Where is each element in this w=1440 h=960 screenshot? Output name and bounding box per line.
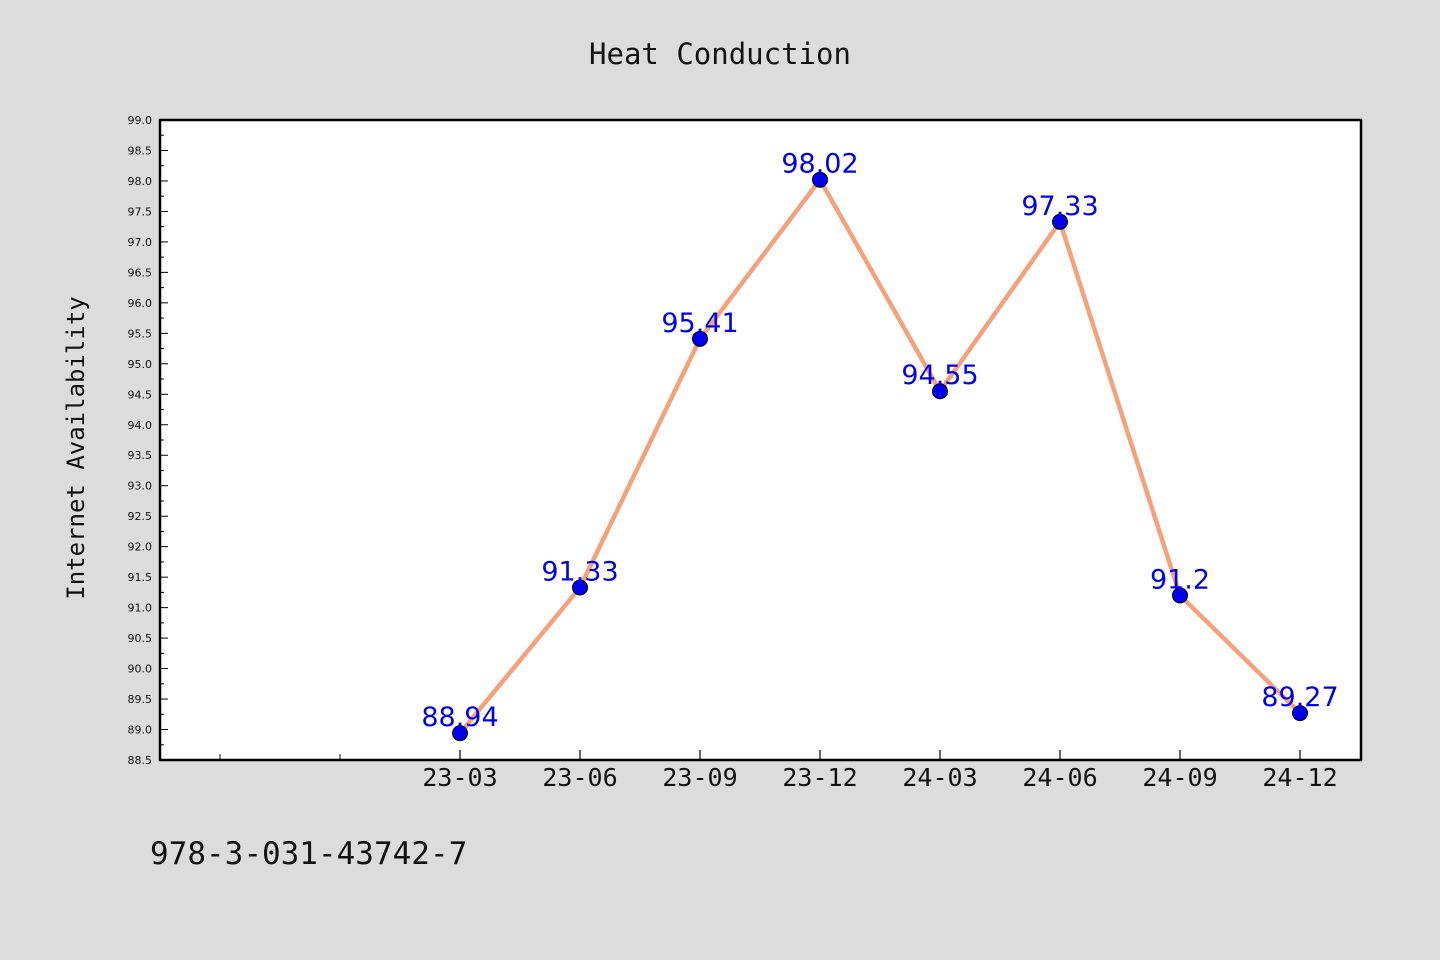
data-label: 91.33 — [541, 557, 618, 588]
y-tick-label: 95.5 — [128, 327, 153, 340]
y-tick-label: 99.0 — [128, 114, 153, 127]
data-label: 91.2 — [1150, 564, 1210, 595]
y-tick-label: 88.5 — [128, 754, 153, 767]
x-tick-label: 23-09 — [662, 763, 737, 792]
data-label: 94.55 — [901, 360, 978, 391]
data-label: 95.41 — [661, 308, 738, 339]
y-axis-ticks: 88.5 89.0 89.5 90.0 90.5 91.0 91.5 92.0 92.5 93.0… — [128, 114, 168, 767]
data-point — [932, 383, 948, 400]
x-tick-label: 24-09 — [1142, 763, 1217, 792]
data-label: 97.33 — [1021, 191, 1098, 222]
y-tick-label: 93.5 — [128, 449, 153, 462]
y-tick-label: 98.5 — [128, 144, 153, 157]
y-tick-label: 96.5 — [128, 266, 153, 279]
y-tick-label: 92.5 — [128, 510, 153, 523]
x-tick-label: 23-03 — [422, 763, 497, 792]
y-tick-label: 89.0 — [128, 724, 153, 737]
y-tick-label: 91.5 — [128, 571, 153, 584]
y-axis-label: Internet Availability — [62, 296, 90, 599]
plot-area — [158, 118, 1363, 762]
data-label: 88.94 — [421, 702, 498, 733]
data-point — [1172, 587, 1188, 604]
data-point — [812, 171, 828, 188]
chart-title: Heat Conduction — [589, 37, 851, 71]
y-tick-label: 96.0 — [128, 297, 153, 310]
y-tick-label: 89.5 — [128, 693, 153, 706]
y-tick-label: 97.5 — [128, 205, 153, 218]
data-point — [1292, 705, 1308, 722]
x-tick-label: 24-06 — [1022, 763, 1097, 792]
x-tick-label: 23-06 — [542, 763, 617, 792]
data-point — [572, 579, 588, 596]
series-1: 88.94 91.33 95.41 98.02 94.55 97.33 91.2 89.27 — [421, 149, 1339, 742]
data-label: 98.02 — [781, 149, 858, 180]
data-point — [692, 330, 708, 347]
y-tick-label: 94.0 — [128, 419, 153, 432]
series-line — [457, 177, 1303, 736]
y-tick-label: 93.0 — [128, 480, 153, 493]
y-tick-label: 98.0 — [128, 175, 153, 188]
data-point — [1052, 213, 1068, 230]
y-tick-label: 94.5 — [128, 388, 153, 401]
data-label: 89.27 — [1261, 682, 1338, 713]
x-tick-label: 24-03 — [902, 763, 977, 792]
x-axis-ticks: 23-03 23-06 23-09 23-12 24-03 24-06 24-09 24-12 — [219, 750, 1338, 792]
data-point — [452, 725, 468, 742]
y-tick-label: 90.0 — [128, 663, 153, 676]
y-tick-label: 95.0 — [128, 358, 153, 371]
y-tick-label: 90.5 — [128, 632, 153, 645]
y-tick-label: 97.0 — [128, 236, 153, 249]
y-tick-label: 91.0 — [128, 602, 153, 615]
x-tick-label: 24-12 — [1262, 763, 1337, 792]
footer-code: 978-3-031-43742-7 — [150, 836, 467, 872]
x-tick-label: 23-12 — [782, 763, 857, 792]
y-tick-label: 92.0 — [128, 541, 153, 554]
